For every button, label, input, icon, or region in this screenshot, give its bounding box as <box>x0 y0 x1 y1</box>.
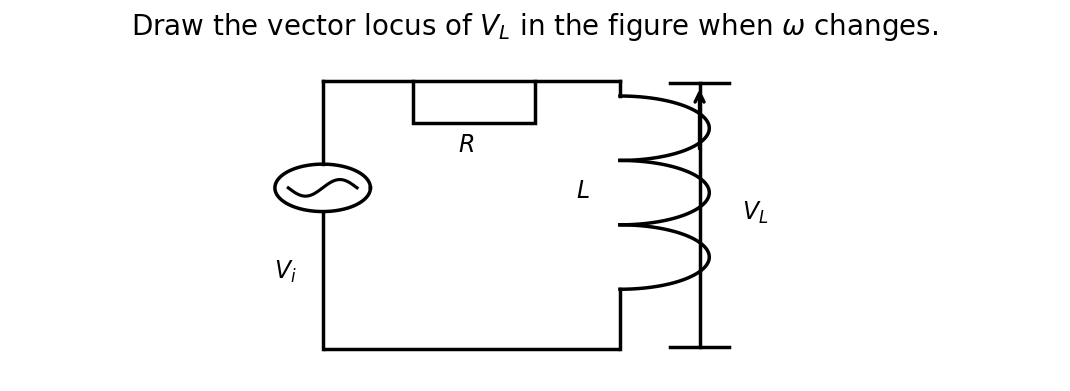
Bar <box>413 81 535 123</box>
Text: $R$: $R$ <box>458 134 474 157</box>
Text: Draw the vector locus of $V_L$ in the figure when $\omega$ changes.: Draw the vector locus of $V_L$ in the fi… <box>132 11 938 43</box>
Text: $V_i$: $V_i$ <box>274 259 296 285</box>
Text: $L$: $L$ <box>576 180 590 203</box>
Text: $V_L$: $V_L$ <box>742 200 768 226</box>
